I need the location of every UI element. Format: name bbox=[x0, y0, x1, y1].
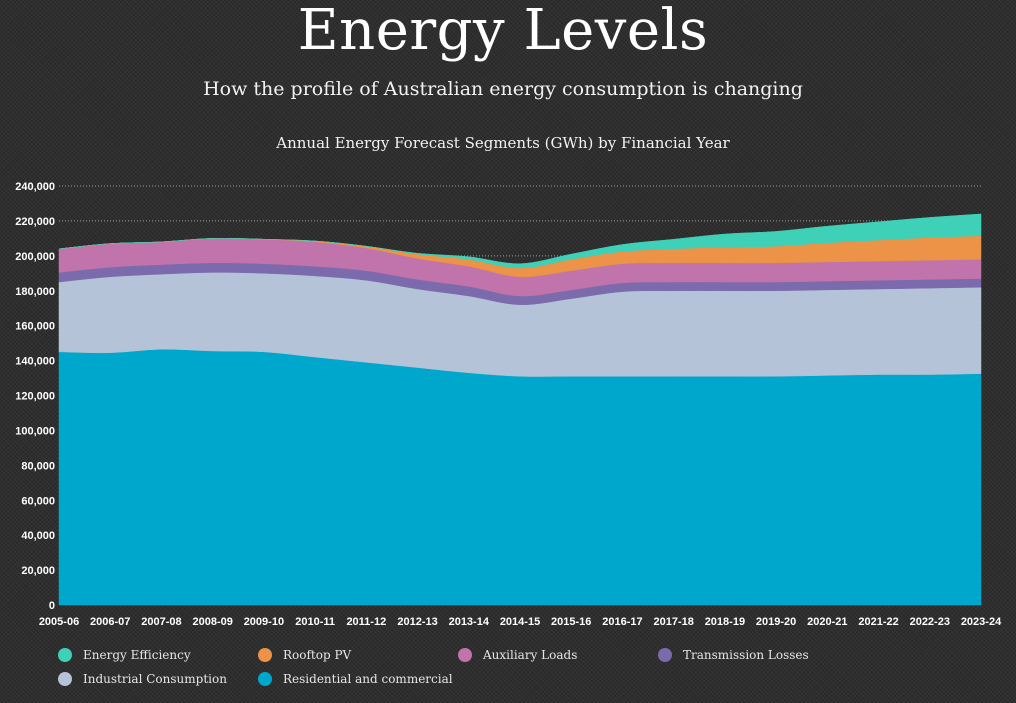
legend-item-energy-efficiency[interactable]: Energy Efficiency bbox=[58, 648, 191, 662]
legend-label: Auxiliary Loads bbox=[483, 648, 578, 662]
y-tick-label: 240,000 bbox=[15, 181, 55, 193]
area-series-residential-and-commercial[interactable] bbox=[58, 348, 982, 606]
x-tick-label: 2014-15 bbox=[500, 616, 540, 628]
legend-label: Residential and commercial bbox=[283, 672, 453, 686]
legend-label: Energy Efficiency bbox=[83, 648, 191, 662]
legend-item-auxiliary-loads[interactable]: Auxiliary Loads bbox=[458, 648, 577, 662]
legend-swatch bbox=[58, 672, 72, 686]
y-tick-label: 0 bbox=[49, 600, 55, 612]
y-tick-label: 180,000 bbox=[15, 286, 55, 298]
x-tick-label: 2005-06 bbox=[39, 616, 79, 628]
legend-swatch bbox=[458, 648, 472, 662]
y-tick-label: 40,000 bbox=[21, 530, 55, 542]
x-tick-label: 2018-19 bbox=[705, 616, 745, 628]
x-tick-label: 2012-13 bbox=[397, 616, 437, 628]
y-tick-label: 60,000 bbox=[21, 495, 55, 507]
x-tick-label: 2010-11 bbox=[295, 616, 335, 628]
area-series-energy-efficiency[interactable] bbox=[58, 213, 982, 269]
y-tick-label: 80,000 bbox=[21, 460, 55, 472]
legend-item-rooftop-pv[interactable]: Rooftop PV bbox=[258, 648, 351, 662]
legend-swatch bbox=[58, 648, 72, 662]
legend-item-residential-and-commercial[interactable]: Residential and commercial bbox=[258, 672, 453, 686]
x-tick-label: 2015-16 bbox=[551, 616, 591, 628]
x-tick-label: 2007-08 bbox=[141, 616, 181, 628]
legend-swatch bbox=[658, 648, 672, 662]
legend-swatch bbox=[258, 648, 272, 662]
x-tick-label: 2013-14 bbox=[449, 616, 490, 628]
y-tick-label: 120,000 bbox=[15, 391, 55, 403]
legend-label: Industrial Consumption bbox=[83, 672, 227, 686]
y-tick-label: 100,000 bbox=[15, 425, 55, 437]
x-tick-label: 2017-18 bbox=[653, 616, 693, 628]
x-tick-label: 2023-24 bbox=[961, 616, 1002, 628]
x-tick-label: 2022-23 bbox=[910, 616, 950, 628]
x-tick-label: 2021-22 bbox=[858, 616, 898, 628]
x-tick-label: 2020-21 bbox=[807, 616, 847, 628]
legend-item-transmission-losses[interactable]: Transmission Losses bbox=[658, 648, 809, 662]
legend-label: Rooftop PV bbox=[283, 648, 352, 662]
page-title: Energy Levels bbox=[297, 0, 709, 63]
x-tick-label: 2008-09 bbox=[192, 616, 232, 628]
x-tick-label: 2009-10 bbox=[244, 616, 284, 628]
y-tick-label: 140,000 bbox=[15, 356, 55, 368]
page-subtitle: How the profile of Australian energy con… bbox=[203, 78, 803, 100]
y-tick-label: 160,000 bbox=[15, 321, 55, 333]
y-tick-label: 20,000 bbox=[21, 565, 55, 577]
chart-title: Annual Energy Forecast Segments (GWh) by… bbox=[276, 134, 730, 152]
y-tick-label: 220,000 bbox=[15, 216, 55, 228]
x-tick-label: 2011-12 bbox=[346, 616, 386, 628]
legend-label: Transmission Losses bbox=[683, 648, 809, 662]
legend-item-industrial-consumption[interactable]: Industrial Consumption bbox=[58, 672, 227, 686]
y-tick-label: 200,000 bbox=[15, 251, 55, 263]
x-tick-label: 2016-17 bbox=[602, 616, 642, 628]
legend-swatch bbox=[258, 672, 272, 686]
x-tick-label: 2006-07 bbox=[90, 616, 130, 628]
x-tick-label: 2019-20 bbox=[756, 616, 796, 628]
